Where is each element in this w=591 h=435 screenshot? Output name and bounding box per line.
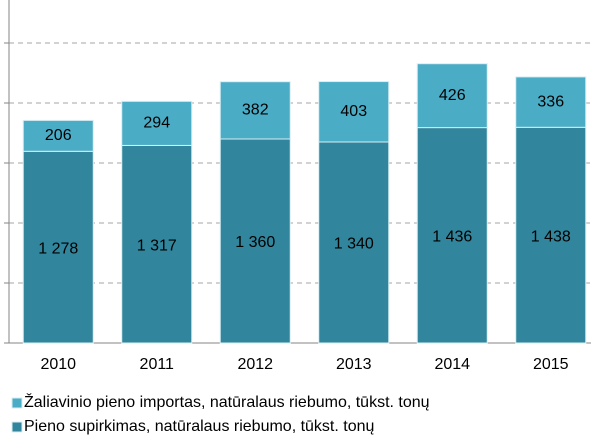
bar-segment: [219, 138, 291, 344]
bar-segment: [416, 127, 488, 344]
bar-segment: [416, 63, 488, 129]
bar-segment: [515, 76, 587, 128]
bar-segment: [318, 141, 390, 344]
bar-segment: [515, 126, 587, 344]
data-label: 403: [340, 103, 367, 120]
legend-label: Pieno supirkimas, natūralaus riebumo, tū…: [24, 418, 375, 435]
bar-segment: [121, 100, 193, 146]
legend-swatch: [11, 421, 23, 433]
x-tick-label: 2010: [40, 356, 76, 373]
bar-segment: [121, 144, 193, 344]
data-label: 294: [143, 115, 170, 132]
x-tick-label: 2013: [336, 356, 372, 373]
data-label: 1 317: [137, 237, 177, 254]
x-tick-label: 2012: [237, 356, 273, 373]
data-label: 336: [537, 93, 564, 110]
bar-segment: [22, 119, 94, 152]
x-tick-label: 2014: [434, 356, 470, 373]
x-tick-label: 2011: [140, 356, 175, 373]
bar-segment: [318, 81, 390, 143]
legend-swatch: [11, 397, 23, 409]
data-label: 206: [45, 127, 72, 144]
data-label: 426: [439, 87, 466, 104]
x-tick-label: 2015: [533, 356, 569, 373]
data-label: 1 360: [235, 234, 275, 251]
data-label: 1 436: [432, 229, 472, 246]
data-label: 382: [242, 102, 269, 119]
data-label: 1 278: [38, 240, 78, 257]
legend-label: Žaliavinio pieno importas, natūralaus ri…: [24, 392, 430, 411]
data-label: 1 438: [531, 228, 571, 245]
bar-segment: [219, 81, 291, 140]
data-label: 1 340: [334, 236, 374, 253]
